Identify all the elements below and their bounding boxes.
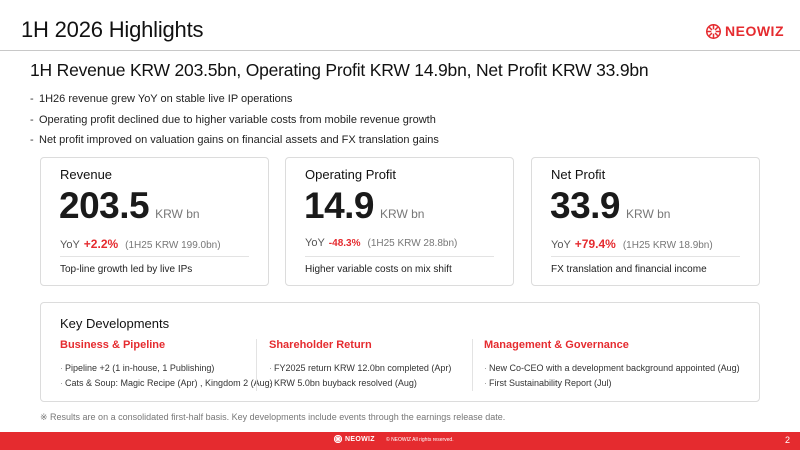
prior-period: (1H25 KRW 199.0bn) [125,240,221,251]
footer-copyright: © NEOWIZ All rights reserved. [386,437,454,443]
kpi-value: 33.9 [550,185,621,226]
dev-item: · FY2025 return KRW 12.0bn completed (Apr… [269,363,452,373]
dev-column-heading: Management & Governance [484,339,629,351]
dev-column-governance: Management & Governance · New Co-CEO with… [484,339,740,391]
summary-bullet: -1H26 revenue grew YoY on stable live IP… [30,93,293,105]
dev-column-shareholder: Shareholder Return · FY2025 return KRW 12… [269,339,451,391]
neowiz-logo-mark-icon [334,435,342,443]
column-divider [256,339,257,391]
key-developments-title: Key Developments [60,316,170,331]
kpi-label: Operating Profit [305,167,397,182]
headline: 1H Revenue KRW 203.5bn, Operating Profit… [30,60,649,80]
dev-item: · New Co-CEO with a development backgroun… [484,363,740,373]
dev-item: · Cats & Soup: Magic Recipe (Apr) , Kingd… [60,378,273,388]
yoy-change: +79.4% [574,237,616,251]
yoy-label: YoY [551,239,571,251]
footer-bar: NEOWIZ © NEOWIZ All rights reserved. 2 [0,432,800,450]
key-developments-card: Key Developments Business & Pipeline · Pi… [40,302,760,402]
kpi-divider [305,256,494,257]
kpi-value: 14.9 [304,185,375,226]
footnote: ※ Results are on a consolidated first-ha… [40,412,506,422]
yoy-change: -48.3% [328,238,361,249]
page-number: 2 [784,435,790,445]
footer-wordmark: NEOWIZ [345,435,375,443]
kpi-card-revenue: Revenue 203.5 KRW bn YoY +2.2% (1H25 KRW… [40,157,269,286]
kpi-divider [551,256,740,257]
kpi-unit: KRW bn [380,207,425,221]
dev-item: · Pipeline +2 (1 in-house, 1 Publishing) [60,363,215,373]
yoy-label: YoY [60,239,80,251]
page-title: 1H 2026 Highlights [21,17,204,42]
summary-bullets: -1H26 revenue grew YoY on stable live IP… [30,89,439,151]
kpi-label: Net Profit [551,167,606,182]
dev-column-heading: Business & Pipeline [60,339,166,351]
dev-item: · KRW 5.0bn buyback resolved (Aug) [269,378,417,388]
yoy-label: YoY [305,237,325,249]
kpi-value: 203.5 [59,185,150,226]
yoy-change: +2.2% [83,237,119,251]
kpi-note: FX translation and financial income [551,264,707,275]
kpi-unit: KRW bn [626,207,671,221]
logo-wordmark: NEOWIZ [725,23,784,39]
column-divider [472,339,473,391]
dev-item: · First Sustainability Report (Jul) [484,378,612,388]
footer-logo: NEOWIZ [334,435,375,443]
neowiz-logo: NEOWIZ [706,23,784,39]
prior-period: (1H25 KRW 18.9bn) [622,240,713,251]
summary-bullet: - Net profit improved on valuation gains … [30,134,439,146]
kpi-divider [60,256,249,257]
title-divider [0,50,800,51]
kpi-card-net-profit: Net Profit 33.9 KRW bn YoY +79.4% (1H25 … [531,157,760,286]
prior-period: (1H25 KRW 28.8bn) [367,238,458,249]
kpi-unit: KRW bn [155,207,200,221]
kpi-note: Higher variable costs on mix shift [305,264,452,275]
kpi-label: Revenue [60,167,113,182]
dev-column-heading: Shareholder Return [269,339,372,351]
kpi-card-operating-profit: Operating Profit 14.9 KRW bn YoY -48.3% … [285,157,514,286]
neowiz-logo-mark-icon [706,23,721,39]
dev-column-business: Business & Pipeline · Pipeline +2 (1 in-h… [60,339,273,391]
kpi-note: Top-line growth led by live IPs [60,264,193,275]
summary-bullet: - Operating profit declined due to higher… [30,113,436,126]
